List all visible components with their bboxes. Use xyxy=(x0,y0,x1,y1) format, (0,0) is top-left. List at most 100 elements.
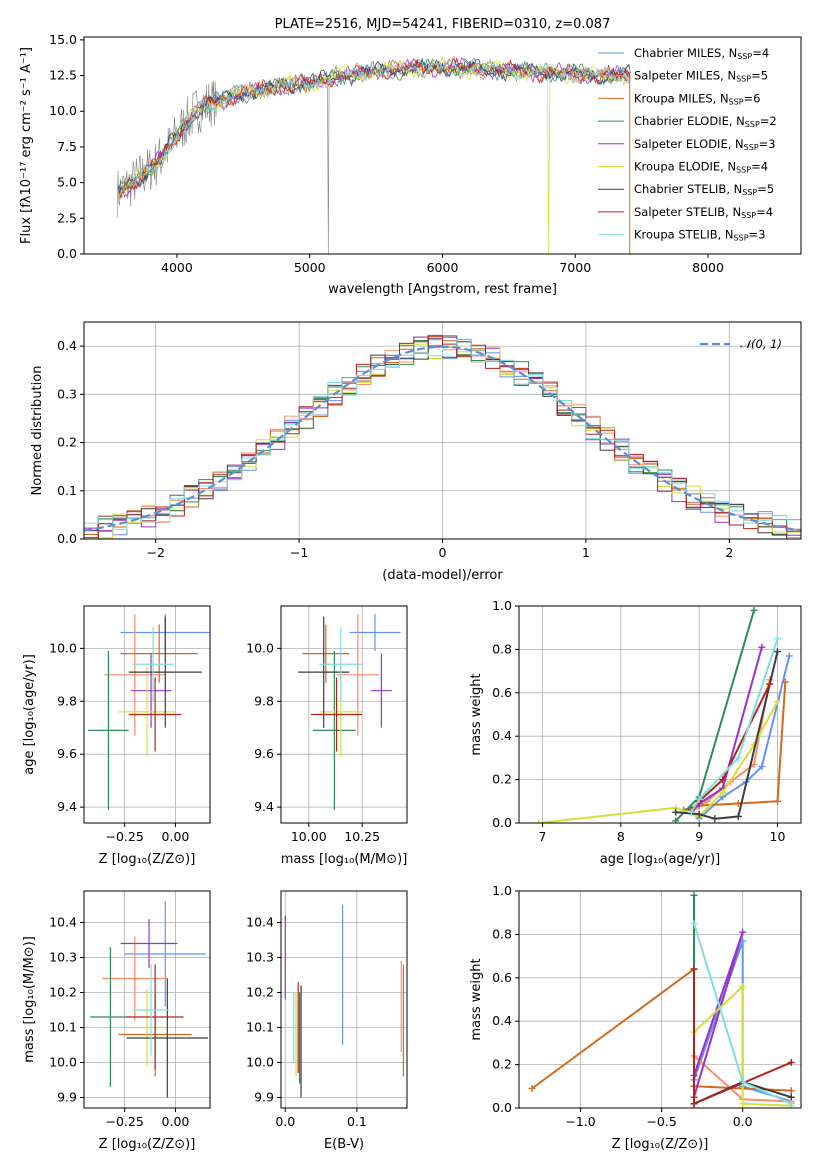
y-tick-label: 1.0 xyxy=(492,598,512,613)
weight-marker xyxy=(687,808,695,816)
plot-area xyxy=(284,905,405,1098)
y-tick-label: 9.4 xyxy=(57,799,77,814)
y-tick-label: 15.0 xyxy=(49,32,77,47)
y-tick-label: 10.0 xyxy=(49,103,77,118)
y-tick-label: 1.0 xyxy=(492,883,512,898)
x-tick-label: 0.0 xyxy=(275,1114,295,1129)
x-tick-label: −2 xyxy=(146,545,164,560)
weight-marker xyxy=(535,819,543,823)
mass-vs-metallicity-panel: −0.25 0.00 9.9 10.0 10.1 10.2 10.3 10.4 Z [log₁₀… xyxy=(22,890,211,1152)
x-tick-label: 0.1 xyxy=(347,1114,367,1129)
weight-marker xyxy=(690,891,698,899)
y-tick-label: 10.2 xyxy=(246,985,274,1000)
x-tick-label: −0.25 xyxy=(105,1114,143,1129)
weight-marker xyxy=(739,982,747,990)
spectrum-title: PLATE=2516, MJD=54241, FIBERID=0310, z=0… xyxy=(275,17,611,32)
x-tick-label: 7000 xyxy=(559,260,591,275)
weight-marker xyxy=(787,1058,795,1066)
y-tick-label: 9.8 xyxy=(254,693,274,708)
weight-marker xyxy=(734,812,742,820)
x-tick-label: 1 xyxy=(582,545,590,560)
plot-area xyxy=(90,901,208,1098)
legend-entry: Kroupa ELODIE, NSSP=4 xyxy=(634,160,768,175)
weight-marker xyxy=(719,776,727,784)
x-tick-label: 0.0 xyxy=(733,1114,753,1129)
y-tick-label: 9.4 xyxy=(254,799,274,814)
weight-marker xyxy=(734,754,742,762)
x-tick-label: 7 xyxy=(539,829,547,844)
weight-marker xyxy=(774,797,781,805)
y-tick-label: 0.8 xyxy=(492,641,512,656)
weight-marker xyxy=(695,810,703,818)
x-tick-label: 4000 xyxy=(161,260,193,275)
model-spectrum xyxy=(118,56,631,254)
y-tick-label: 0.0 xyxy=(57,246,77,261)
legend-entry: 𝒩(0, 1) xyxy=(740,337,782,351)
x-tick-label: 2 xyxy=(725,545,733,560)
weight-marker xyxy=(690,920,698,928)
y-tick-label: 0.2 xyxy=(492,772,512,787)
plot-area xyxy=(298,613,401,810)
weight-marker xyxy=(739,1100,747,1108)
y-tick-label: 0.1 xyxy=(57,483,77,498)
x-axis-label: wavelength [Angstrom, rest frame] xyxy=(328,282,557,297)
legend-entry: Kroupa STELIB, NSSP=3 xyxy=(634,228,765,243)
weight-marker xyxy=(528,1084,536,1092)
y-tick-label: 10.1 xyxy=(49,1020,77,1035)
age-vs-mass-panel: 10.00 10.25 9.4 9.6 9.8 10.0 mass [log₁₀(M/M⊙)… xyxy=(246,605,408,867)
y-tick-label: 0.6 xyxy=(492,970,512,985)
weight-line xyxy=(690,655,791,820)
y-tick-label: 0.0 xyxy=(492,1100,512,1115)
weight-marker xyxy=(785,652,793,660)
x-tick-label: 0 xyxy=(439,545,447,560)
spectrum-legend: Chabrier MILES, NSSP=4 Salpeter MILES, NS… xyxy=(598,46,777,243)
x-axis-label: Z [log₁₀(Z/Z⊙)] xyxy=(99,852,196,867)
weight-marker xyxy=(758,643,766,651)
x-tick-label: −1.0 xyxy=(565,1114,595,1129)
weight-marker xyxy=(695,795,703,803)
spectrum-panel: PLATE=2516, MJD=54241, FIBERID=0310, z=0… xyxy=(19,17,802,297)
legend-entry: Chabrier STELIB, NSSP=5 xyxy=(634,182,774,197)
y-tick-label: 0.4 xyxy=(492,728,512,743)
axes-frame xyxy=(280,890,408,1109)
y-axis-label: mass weight xyxy=(469,673,484,755)
weight-line xyxy=(693,985,792,1107)
y-tick-label: 9.6 xyxy=(254,746,274,761)
weight-line xyxy=(690,638,779,813)
y-tick-label: 0.2 xyxy=(492,1057,512,1072)
x-axis-label: E(B-V) xyxy=(324,1137,364,1152)
legend-entry: Salpeter ELODIE, NSSP=3 xyxy=(634,137,776,152)
x-tick-label: −0.25 xyxy=(105,829,143,844)
spectrum-curves xyxy=(116,56,632,254)
weight-marker xyxy=(781,678,789,686)
weight-vs-metallicity-panel: −1.0 −0.5 0.0 0.0 0.2 0.4 0.6 0.8 1.0 Z [log₁₀(Z/… xyxy=(469,883,802,1152)
legend-entry: Kroupa MILES, NSSP=6 xyxy=(634,91,760,106)
y-axis-label: age [log₁₀(age/yr)] xyxy=(22,654,37,775)
model-spectrum xyxy=(118,57,631,198)
legend-entry: Chabrier MILES, NSSP=4 xyxy=(634,46,769,61)
axes-frame xyxy=(518,890,802,1109)
x-tick-label: −0.5 xyxy=(646,1114,676,1129)
y-tick-label: 10.0 xyxy=(246,1055,274,1070)
y-tick-label: 0.4 xyxy=(57,338,77,353)
y-tick-label: 0.0 xyxy=(492,815,512,830)
weight-marker xyxy=(719,789,727,797)
x-axis-label: Z [log₁₀(Z/Z⊙)] xyxy=(612,1137,709,1152)
weight-marker xyxy=(690,965,698,973)
y-tick-label: 10.2 xyxy=(49,985,77,1000)
weight-marker xyxy=(750,606,758,614)
weight-marker xyxy=(672,808,680,816)
age-vs-metallicity-panel: −0.25 0.00 9.4 9.6 9.8 10.0 Z [log₁₀(Z/Z⊙)] age… xyxy=(22,605,211,867)
x-tick-label: 0.00 xyxy=(162,829,190,844)
y-tick-label: 10.4 xyxy=(246,915,274,930)
y-tick-label: 5.0 xyxy=(57,175,77,190)
residual-histogram xyxy=(84,338,801,537)
x-tick-label: 5000 xyxy=(294,260,326,275)
y-tick-label: 10.0 xyxy=(246,640,274,655)
x-tick-label: −1 xyxy=(290,545,308,560)
y-tick-label: 10.3 xyxy=(49,950,77,965)
weight-marker xyxy=(672,817,680,823)
weight-marker xyxy=(739,928,747,936)
axes-frame xyxy=(518,605,802,824)
